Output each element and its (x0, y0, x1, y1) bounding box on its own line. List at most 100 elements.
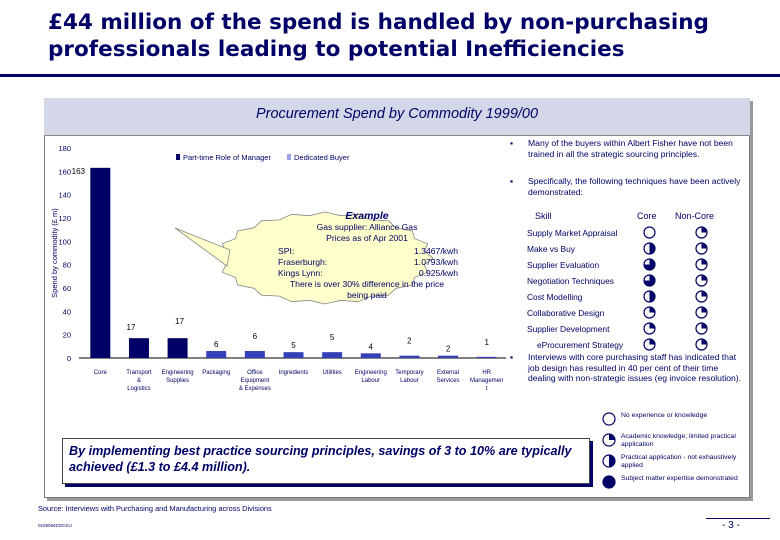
callout-line-difference: There is over 30% difference in the pric… (289, 279, 445, 300)
legend-label: Part-time Role of Manager (183, 153, 271, 162)
bar-core (90, 167, 111, 358)
y-tick-label: 60 (63, 284, 71, 293)
x-tick-label: & (137, 378, 141, 384)
y-tick-label: 40 (63, 307, 71, 316)
skills-header-skill: Skill (535, 211, 552, 221)
y-axis-label: Spend by commodity (£ m) (50, 208, 59, 298)
y-tick-label: 80 (63, 261, 71, 270)
x-tick-label: Engineering (162, 370, 194, 376)
bar-packaging (206, 351, 227, 358)
y-tick-label: 100 (58, 237, 71, 246)
bullet-item: ▪ Interviews with core purchasing staff … (510, 352, 742, 383)
y-tick-label: 140 (58, 191, 71, 200)
harvey-ball-icon (602, 433, 616, 447)
legend-label: Dedicated Buyer (294, 153, 350, 162)
noncore-harvey-ball-icon (695, 226, 708, 239)
callout-title: Example (345, 210, 389, 222)
example-callout: Example Gas supplier: Alliance Gas Price… (272, 211, 462, 301)
bar-data-label: 1 (484, 338, 489, 347)
x-tick-label: Labour (361, 378, 380, 384)
bar-ingredients (283, 352, 304, 358)
bar-temporary-labour (399, 355, 420, 358)
skill-row: Negotiation Techniques (525, 273, 747, 289)
x-tick-label: & Expenses (239, 386, 271, 392)
core-harvey-ball-icon (643, 274, 656, 287)
skill-name: Negotiation Techniques (527, 276, 614, 286)
bar-data-label: 2 (407, 337, 412, 346)
y-tick-label: 0 (67, 354, 71, 363)
x-tick-label: Core (94, 370, 108, 376)
y-tick-label: 120 (58, 214, 71, 223)
content-panel (44, 98, 750, 498)
source-note: Source: Interviews with Purchasing and M… (38, 504, 272, 513)
y-tick-label: 160 (58, 167, 71, 176)
noncore-harvey-ball-icon (695, 242, 708, 255)
savings-highlight: By implementing best practice sourcing p… (62, 438, 590, 484)
bar-hr-management (476, 356, 497, 358)
skill-row: Collaborative Design (525, 305, 747, 321)
x-tick-label: Transport (126, 370, 152, 376)
skill-row: Make vs Buy (525, 241, 747, 257)
core-harvey-ball-icon (643, 322, 656, 335)
bar-engineering-labour (360, 353, 381, 358)
callout-line-supplier: Gas supplier: Alliance Gas (316, 222, 418, 232)
skill-row: eProcurement Strategy (525, 337, 747, 353)
y-tick-label: 180 (58, 144, 71, 153)
key-item: No experience or knowledge (600, 410, 748, 430)
noncore-harvey-ball-icon (695, 290, 708, 303)
harvey-ball-icon (602, 475, 616, 489)
bar-data-label: 17 (127, 323, 136, 332)
key-label: Subject matter expertise demonstrated (621, 475, 738, 482)
x-tick-label: Logistics (127, 386, 150, 392)
skill-row: Supplier Development (525, 321, 747, 337)
x-tick-label: Services (437, 378, 460, 384)
x-tick-label: External (437, 370, 459, 376)
noncore-harvey-ball-icon (695, 258, 708, 271)
key-label: Practical application - not exhaustively… (621, 454, 737, 469)
spend-chart: Spend by commodity (£ m) 0 20 40 60 80 100 120 1… (50, 144, 506, 392)
skill-name: Supplier Evaluation (527, 260, 600, 270)
key-item: Academic knowledge; limited practical ap… (600, 431, 748, 451)
noncore-harvey-ball-icon (695, 274, 708, 287)
x-tick-label: Packaging (202, 370, 230, 376)
x-tick-label: Equipment (241, 378, 270, 384)
callout-row: Kings Lynn: 0.925/kwh (278, 268, 458, 278)
bullet-marker: ▪ (510, 138, 514, 148)
harvey-ball-icon (602, 412, 616, 426)
bar-engineering-supplies (167, 338, 188, 358)
bar-transport-logistics (128, 338, 149, 358)
x-tick-label: Utilities (322, 370, 341, 376)
bar-data-label: 5 (330, 333, 335, 342)
x-tick-label: Labour (400, 378, 419, 384)
bar-external-services (438, 355, 459, 358)
core-harvey-ball-icon (643, 338, 656, 351)
skill-row: Cost Modelling (525, 289, 747, 305)
bar-data-label: 6 (214, 340, 219, 349)
x-tick-label: Supplies (166, 378, 189, 384)
bar-data-label: 4 (369, 342, 374, 351)
skill-name: Collaborative Design (527, 308, 605, 318)
core-harvey-ball-icon (643, 290, 656, 303)
bar-data-label: 163 (72, 167, 86, 176)
chart-legend: Part-time Role of Manager Dedicated Buyer (176, 153, 350, 162)
bar-data-label: 2 (446, 345, 451, 354)
x-tick-label: Engineering (355, 370, 387, 376)
bullet-item: ▪ Specifically, the following techniques… (510, 176, 741, 197)
skill-row: Supplier Evaluation (525, 257, 747, 273)
bar-data-label: 6 (253, 332, 258, 341)
key-label: No experience or knowledge (621, 412, 708, 419)
noncore-harvey-ball-icon (695, 338, 708, 351)
page-rule (706, 518, 770, 519)
callout-row: Fraserburgh: 1.0793/kwh (278, 257, 458, 267)
core-harvey-ball-icon (643, 242, 656, 255)
callout-row: SPI: 1.3467/kwh (278, 246, 458, 256)
x-tick-label: Ingredients (279, 370, 309, 376)
skill-name: Cost Modelling (527, 292, 583, 302)
core-harvey-ball-icon (643, 226, 656, 239)
x-tick-label: t (486, 386, 488, 392)
x-tick-label: Managemen (470, 378, 503, 384)
key-label: Academic knowledge; limited practical ap… (621, 433, 736, 448)
core-harvey-ball-icon (643, 258, 656, 271)
x-tick-label: Office (247, 370, 263, 376)
bar-data-label: 5 (291, 341, 296, 350)
